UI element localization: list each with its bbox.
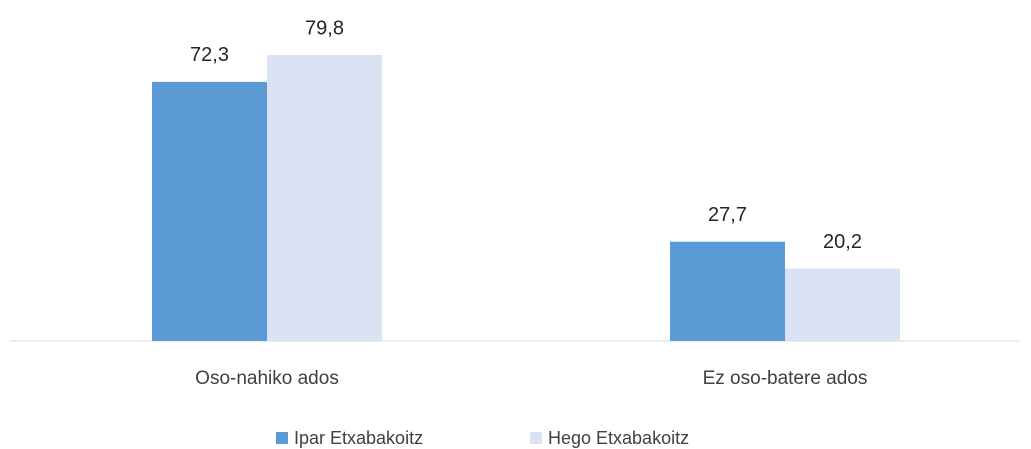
value-label: 27,7 xyxy=(708,204,747,226)
legend-swatch xyxy=(530,432,542,444)
value-label: 79,8 xyxy=(305,17,344,39)
bar xyxy=(152,81,267,341)
x-tick-label: Ez oso-batere ados xyxy=(703,368,868,389)
bar xyxy=(267,54,382,342)
legend-swatch xyxy=(276,432,288,444)
value-label: 72,3 xyxy=(190,44,229,66)
value-label: 20,2 xyxy=(823,231,862,253)
legend-label: Hego Etxabakoitz xyxy=(548,428,689,448)
x-tick-label: Oso-nahiko ados xyxy=(195,368,339,389)
bar xyxy=(670,241,785,341)
legend-label: Ipar Etxabakoitz xyxy=(294,428,423,448)
bar xyxy=(785,268,900,341)
